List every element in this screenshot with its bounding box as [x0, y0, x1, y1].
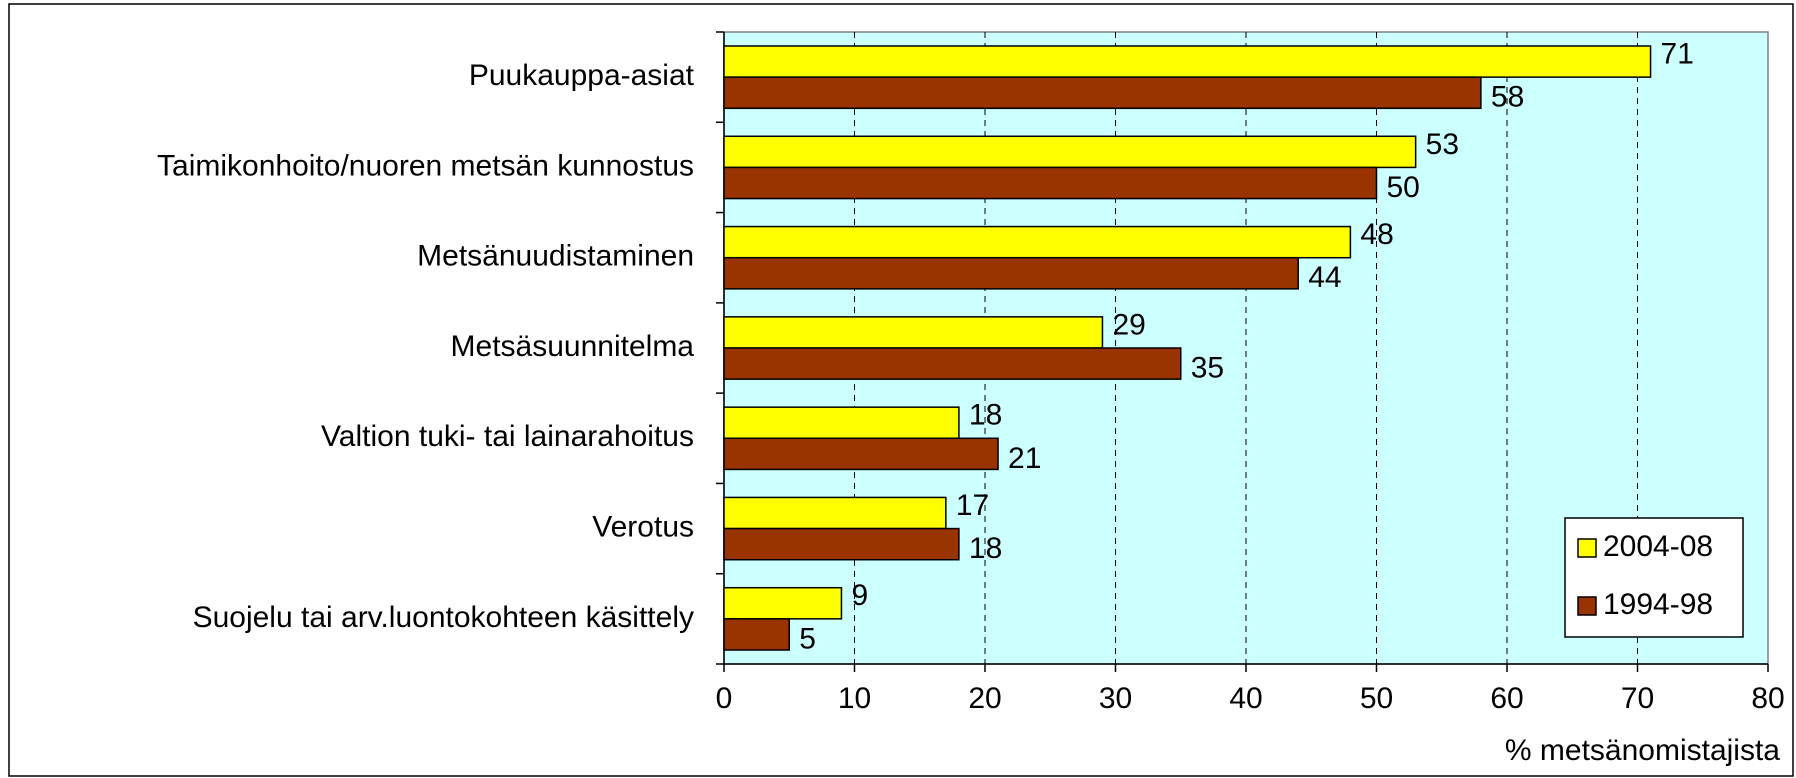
- bar: [723, 45, 1652, 78]
- data-label: 48: [1360, 218, 1393, 251]
- data-label: 58: [1491, 81, 1524, 114]
- bar: [723, 586, 843, 620]
- bar: [723, 618, 790, 651]
- data-label: 29: [1112, 308, 1145, 341]
- bar: [723, 316, 1104, 349]
- x-tick-label: 60: [1490, 682, 1523, 715]
- legend-box: [1564, 517, 1744, 638]
- data-label: 50: [1387, 171, 1420, 204]
- bar: [723, 406, 960, 440]
- bar: [723, 76, 1482, 110]
- category-label: Metsänuudistaminen: [417, 240, 694, 273]
- data-label: 9: [851, 579, 868, 612]
- data-label: 18: [969, 532, 1002, 565]
- category-label: Verotus: [592, 510, 694, 543]
- data-label: 18: [969, 399, 1002, 432]
- bar: [723, 166, 1378, 200]
- data-label: 53: [1426, 128, 1459, 161]
- data-label: 44: [1308, 261, 1341, 294]
- x-tick-label: 10: [838, 682, 871, 715]
- bar: [723, 256, 1299, 290]
- bar: [723, 496, 947, 530]
- bar: [723, 527, 960, 561]
- legend-swatch: [1577, 596, 1597, 616]
- bar: [723, 437, 999, 471]
- category-label: Taimikonhoito/nuoren metsän kunnostus: [157, 149, 694, 182]
- x-tick-label: 40: [1229, 682, 1262, 715]
- category-label: Puukauppa-asiat: [469, 59, 695, 92]
- category-label: Suojelu tai arv.luontokohteen käsittely: [193, 601, 694, 634]
- legend-label: 1994-98: [1603, 588, 1713, 621]
- x-tick-label: 30: [1099, 682, 1132, 715]
- legend-swatch: [1577, 538, 1597, 558]
- bar: [723, 347, 1182, 380]
- bar: [723, 225, 1352, 259]
- data-label: 17: [956, 489, 989, 522]
- legend-label: 2004-08: [1603, 530, 1713, 563]
- data-label: 5: [799, 622, 816, 655]
- x-tick-label: 70: [1621, 682, 1654, 715]
- x-tick-label: 50: [1360, 682, 1393, 715]
- frame: [8, 3, 1794, 777]
- x-axis-label: % metsänomistajista: [1505, 734, 1780, 767]
- category-label: Valtion tuki- tai lainarahoitus: [321, 420, 694, 453]
- data-label: 71: [1661, 37, 1694, 70]
- data-label: 35: [1191, 351, 1224, 384]
- x-tick-label: 80: [1751, 682, 1784, 715]
- category-label: Metsäsuunnitelma: [451, 330, 695, 363]
- bar: [723, 135, 1417, 169]
- data-label: 21: [1008, 442, 1041, 475]
- x-tick-label: 20: [968, 682, 1001, 715]
- x-tick-label: 0: [716, 682, 733, 715]
